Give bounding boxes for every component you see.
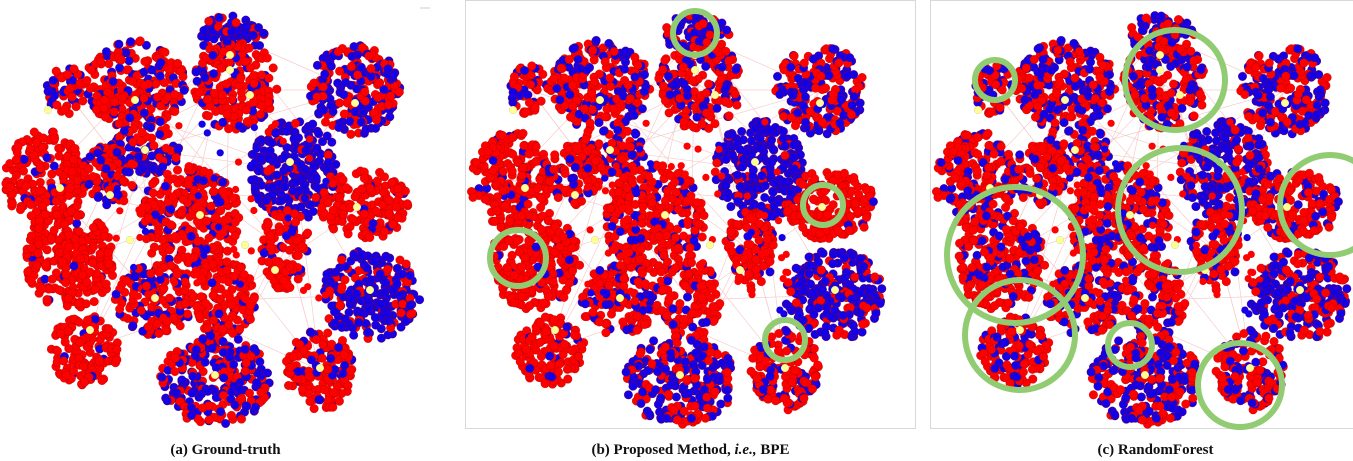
node-cluster	[721, 207, 778, 295]
node-cluster	[1236, 44, 1332, 139]
node-cluster	[746, 325, 823, 415]
node-cluster	[42, 64, 88, 119]
highlight-ring	[762, 317, 808, 363]
scattered-nodes	[112, 120, 330, 321]
graph-random-forest	[930, 0, 1353, 430]
node-cluster	[282, 327, 357, 414]
panel-ground-truth: (a) Ground-truth	[0, 0, 451, 461]
caption-random-forest: (c) RandomForest	[1097, 442, 1214, 458]
caption-ie: i.e.,	[734, 442, 757, 458]
panel-proposed-method: (b) Proposed Method, i.e., BPE	[465, 0, 916, 461]
caption-prefix: (b) Proposed Method,	[591, 442, 735, 458]
scattered-nodes	[573, 118, 792, 322]
highlight-ring	[1105, 320, 1155, 370]
node-cluster	[22, 206, 117, 312]
error-highlights	[487, 8, 846, 363]
highlight-ring	[670, 8, 720, 58]
highlight-ring	[800, 182, 846, 228]
node-cluster	[1246, 168, 1343, 243]
highlight-ring	[1195, 340, 1285, 430]
highlight-ring	[1115, 145, 1245, 275]
panel-frame	[930, 0, 1353, 429]
node-cluster	[320, 247, 425, 343]
caption-ground-truth: (a) Ground-truth	[170, 442, 281, 458]
highlight-ring	[487, 227, 549, 289]
node-cluster	[546, 35, 655, 133]
node-cluster	[511, 312, 589, 389]
node-cluster	[771, 44, 867, 139]
node-cluster	[306, 41, 405, 139]
node-cluster	[1246, 247, 1352, 342]
highlight-ring	[944, 184, 1086, 326]
node-cluster	[489, 207, 585, 314]
center-nodes	[43, 50, 375, 380]
highlight-ring	[972, 57, 1018, 103]
highlight-ring	[1122, 27, 1228, 133]
graph-ground-truth	[1, 7, 430, 428]
highlight-ring	[1277, 152, 1353, 258]
node-cluster	[79, 142, 138, 210]
node-cluster	[317, 166, 413, 243]
node-cluster	[81, 36, 190, 134]
highlight-ring	[962, 277, 1078, 393]
node-cluster	[257, 206, 313, 293]
caption-suffix: BPE	[756, 442, 790, 458]
error-highlights	[944, 27, 1353, 430]
graph-proposed-method	[465, 0, 916, 429]
panel-frame	[465, 0, 916, 429]
node-cluster	[190, 36, 282, 134]
node-cluster	[46, 312, 122, 390]
node-cluster	[1086, 331, 1201, 429]
panel-random-forest: (c) RandomForest	[930, 0, 1353, 461]
node-cluster	[602, 160, 709, 277]
node-cluster	[1011, 35, 1120, 133]
caption-proposed-method: (b) Proposed Method, i.e., BPE	[465, 442, 916, 459]
node-cluster	[1009, 141, 1071, 210]
node-cluster	[621, 331, 736, 429]
node-cluster	[156, 331, 274, 428]
node-cluster	[654, 35, 743, 133]
